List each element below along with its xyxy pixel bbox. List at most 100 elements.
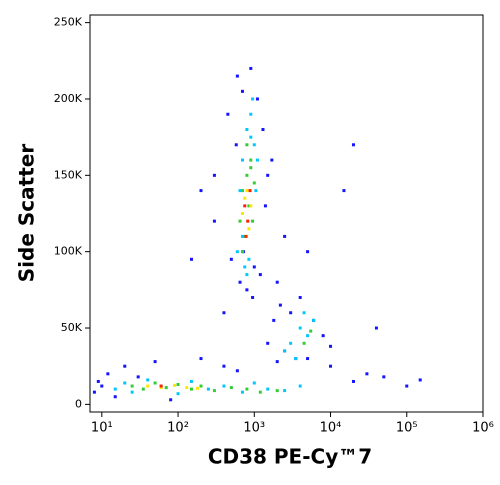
event-dot xyxy=(222,364,226,368)
event-dot xyxy=(141,387,145,391)
event-dot xyxy=(247,227,251,231)
event-dot xyxy=(321,334,325,338)
event-dot xyxy=(275,389,279,393)
event-dot xyxy=(199,384,203,388)
event-dot xyxy=(306,250,310,254)
event-dot xyxy=(252,381,256,385)
event-dot xyxy=(283,234,287,238)
event-dot xyxy=(235,369,239,373)
event-dot xyxy=(245,173,249,177)
event-dot xyxy=(153,360,157,364)
event-dot xyxy=(249,204,253,208)
x-tick-label: 10² xyxy=(167,421,189,436)
event-dot xyxy=(342,189,346,193)
event-dot xyxy=(185,386,189,390)
event-dot xyxy=(189,257,193,261)
event-dot xyxy=(240,212,244,215)
y-tick-label: 200K xyxy=(54,92,83,105)
event-dot xyxy=(249,166,253,170)
event-dot xyxy=(418,378,422,382)
event-dot xyxy=(374,326,378,330)
event-dot xyxy=(275,280,279,284)
event-dot xyxy=(245,273,249,277)
y-tick-label: 150K xyxy=(54,168,83,181)
event-dot xyxy=(298,295,302,299)
event-dot xyxy=(283,349,287,353)
y-axis-title: Side Scatter xyxy=(15,144,39,283)
event-dot xyxy=(246,219,250,223)
event-dot xyxy=(130,384,134,388)
event-dot xyxy=(270,158,274,162)
event-dot xyxy=(249,158,253,162)
event-dot xyxy=(289,341,293,345)
event-dot xyxy=(251,219,255,223)
event-dot xyxy=(298,384,302,388)
event-dot xyxy=(365,372,369,376)
event-dot xyxy=(240,250,244,254)
event-dot xyxy=(266,173,270,177)
x-tick-label: 10⁵ xyxy=(396,421,418,436)
event-dot xyxy=(302,341,306,345)
x-tick-label: 10⁴ xyxy=(320,421,342,436)
event-dot xyxy=(240,89,244,93)
event-dot xyxy=(312,318,316,322)
event-dot xyxy=(249,135,253,139)
y-tick-label: 250K xyxy=(54,16,83,29)
event-dot xyxy=(251,97,255,101)
event-dot xyxy=(130,390,134,394)
event-dot xyxy=(243,265,247,269)
event-dot xyxy=(245,387,249,391)
event-dot xyxy=(255,97,259,101)
event-dot xyxy=(164,386,168,390)
event-dot xyxy=(240,234,244,238)
event-dot xyxy=(251,295,255,299)
event-dot xyxy=(254,189,258,193)
event-dot xyxy=(123,364,127,368)
event-dot xyxy=(263,204,267,208)
event-dot xyxy=(272,318,276,322)
event-dot xyxy=(329,344,333,348)
event-dot xyxy=(159,386,163,390)
event-dot xyxy=(222,384,226,388)
event-dot xyxy=(245,288,249,292)
event-dot xyxy=(405,384,409,388)
event-dot xyxy=(113,395,117,399)
event-dot xyxy=(235,250,239,254)
event-dot xyxy=(243,196,247,200)
event-dot xyxy=(146,378,150,382)
event-dot xyxy=(123,381,127,385)
event-dot xyxy=(176,383,180,387)
event-dot xyxy=(309,329,313,333)
x-tick-label: 10⁶ xyxy=(472,421,494,436)
event-dot xyxy=(278,303,282,307)
event-dot xyxy=(238,189,242,193)
event-dot xyxy=(289,311,293,315)
event-dot xyxy=(169,398,173,402)
event-dot xyxy=(258,273,262,277)
event-dot xyxy=(245,128,249,132)
y-tick-label: 100K xyxy=(54,245,83,258)
event-dot xyxy=(245,143,249,147)
event-dot xyxy=(96,379,100,383)
event-dot xyxy=(222,311,226,315)
event-dot xyxy=(306,334,310,338)
event-dot xyxy=(113,387,117,391)
event-dot xyxy=(199,357,203,361)
event-dot xyxy=(243,204,247,208)
event-dot xyxy=(258,390,262,394)
event-dot xyxy=(226,112,230,116)
x-axis-title: CD38 PE-Cy™7 xyxy=(208,445,372,469)
y-tick-label: 0 xyxy=(75,397,82,410)
event-dot xyxy=(244,234,248,238)
event-dot xyxy=(212,219,216,223)
event-dot xyxy=(189,387,193,391)
event-dot xyxy=(294,357,298,361)
event-dot xyxy=(238,219,242,223)
x-tick-label: 10¹ xyxy=(91,421,113,436)
event-dot xyxy=(351,143,355,147)
event-dot xyxy=(189,379,193,383)
event-dot xyxy=(212,173,216,177)
event-dot xyxy=(153,381,157,385)
event-dot xyxy=(238,280,242,284)
